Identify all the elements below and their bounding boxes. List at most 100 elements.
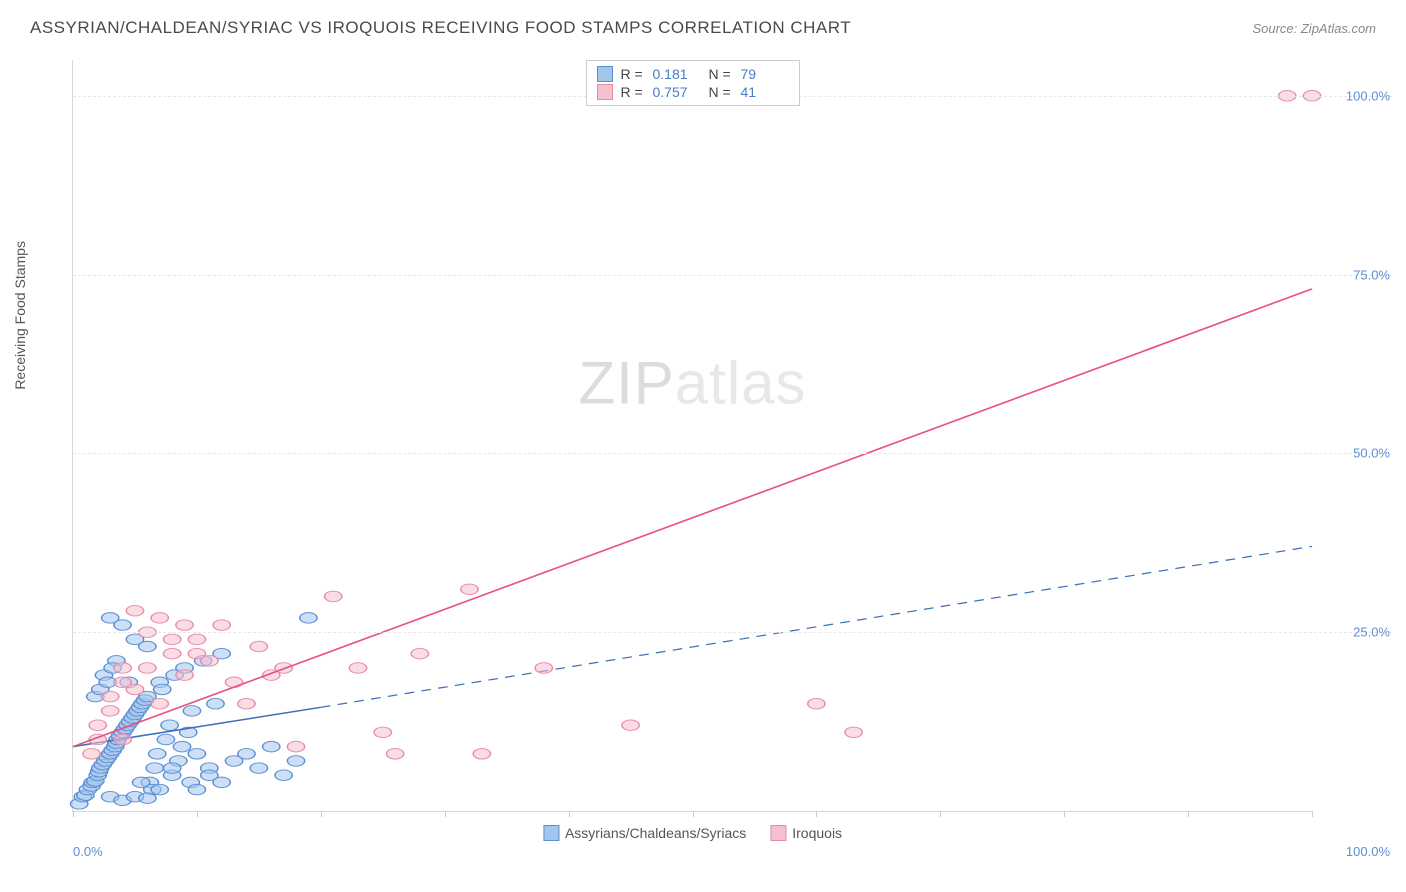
data-point <box>287 741 304 752</box>
n-label: N = <box>709 66 733 82</box>
r-label: R = <box>621 84 645 100</box>
data-point <box>183 706 200 717</box>
legend-label: Assyrians/Chaldeans/Syriacs <box>565 825 746 841</box>
data-point <box>151 698 168 709</box>
y-tick-label: 75.0% <box>1320 267 1390 282</box>
data-point <box>146 763 163 774</box>
y-tick-label: 100.0% <box>1320 88 1390 103</box>
data-point <box>213 777 230 788</box>
data-point <box>250 641 267 652</box>
series-legend: Assyrians/Chaldeans/Syriacs Iroquois <box>543 825 842 841</box>
data-point <box>163 763 180 774</box>
data-point <box>622 720 639 731</box>
x-tick <box>816 811 817 817</box>
data-point <box>114 620 131 631</box>
data-point <box>287 756 304 767</box>
data-point <box>89 720 106 731</box>
stats-row: R =0.757N =41 <box>597 83 789 101</box>
x-tick <box>1188 811 1189 817</box>
legend-item: Iroquois <box>770 825 842 841</box>
data-point <box>250 763 267 774</box>
data-point <box>132 777 149 788</box>
data-point <box>151 784 168 795</box>
correlation-stats-box: R =0.181N =79R =0.757N =41 <box>586 60 800 106</box>
data-point <box>126 605 143 616</box>
x-tick <box>569 811 570 817</box>
x-tick <box>1312 811 1313 817</box>
data-point <box>157 734 174 745</box>
data-point <box>139 641 156 652</box>
scatter-plot-svg <box>73 60 1312 811</box>
data-point <box>275 770 292 781</box>
data-point <box>349 663 366 674</box>
data-point <box>139 793 156 804</box>
data-point <box>213 620 230 631</box>
data-point <box>374 727 391 738</box>
legend-swatch <box>597 84 613 100</box>
data-point <box>535 663 552 674</box>
data-point <box>101 691 118 702</box>
data-point <box>411 648 428 659</box>
chart-container: Receiving Food Stamps ZIPatlas R =0.181N… <box>30 50 1392 862</box>
legend-swatch <box>543 825 559 841</box>
legend-label: Iroquois <box>792 825 842 841</box>
data-point <box>139 663 156 674</box>
y-tick-label: 50.0% <box>1320 446 1390 461</box>
data-point <box>473 749 490 760</box>
data-point <box>176 620 193 631</box>
data-point <box>101 706 118 717</box>
y-tick-label: 25.0% <box>1320 625 1390 640</box>
data-point <box>173 741 190 752</box>
plot-area: ZIPatlas R =0.181N =79R =0.757N =41 Assy… <box>72 60 1312 812</box>
gridline <box>73 632 1392 633</box>
x-tick <box>940 811 941 817</box>
n-value: 79 <box>741 66 789 82</box>
data-point <box>83 749 100 760</box>
gridline <box>73 275 1392 276</box>
data-point <box>386 749 403 760</box>
x-tick-label: 100.0% <box>1320 844 1390 859</box>
data-point <box>461 584 478 595</box>
chart-title: ASSYRIAN/CHALDEAN/SYRIAC VS IROQUOIS REC… <box>30 18 851 38</box>
data-point <box>151 613 168 624</box>
data-point <box>149 749 166 760</box>
x-tick <box>197 811 198 817</box>
r-label: R = <box>621 66 645 82</box>
x-tick <box>1064 811 1065 817</box>
data-point <box>238 749 255 760</box>
data-point <box>163 634 180 645</box>
y-axis-label: Receiving Food Stamps <box>12 241 28 390</box>
n-value: 41 <box>741 84 789 100</box>
legend-swatch <box>770 825 786 841</box>
data-point <box>207 698 224 709</box>
data-point <box>188 648 205 659</box>
data-point <box>161 720 178 731</box>
legend-item: Assyrians/Chaldeans/Syriacs <box>543 825 746 841</box>
data-point <box>300 613 317 624</box>
x-tick <box>445 811 446 817</box>
data-point <box>114 734 131 745</box>
trendline <box>73 289 1312 747</box>
gridline <box>73 453 1392 454</box>
legend-swatch <box>597 66 613 82</box>
data-point <box>845 727 862 738</box>
r-value: 0.757 <box>653 84 701 100</box>
data-point <box>188 749 205 760</box>
x-tick <box>321 811 322 817</box>
data-point <box>325 591 342 602</box>
data-point <box>176 670 193 681</box>
x-tick-label: 0.0% <box>73 844 103 859</box>
chart-header: ASSYRIAN/CHALDEAN/SYRIAC VS IROQUOIS REC… <box>30 18 1376 38</box>
stats-row: R =0.181N =79 <box>597 65 789 83</box>
data-point <box>188 784 205 795</box>
data-point <box>808 698 825 709</box>
data-point <box>126 684 143 695</box>
data-point <box>238 698 255 709</box>
data-point <box>154 684 171 695</box>
trendline-extrapolated <box>321 546 1312 707</box>
x-tick <box>73 811 74 817</box>
x-tick <box>693 811 694 817</box>
data-point <box>263 741 280 752</box>
data-point <box>114 663 131 674</box>
data-point <box>225 677 242 688</box>
